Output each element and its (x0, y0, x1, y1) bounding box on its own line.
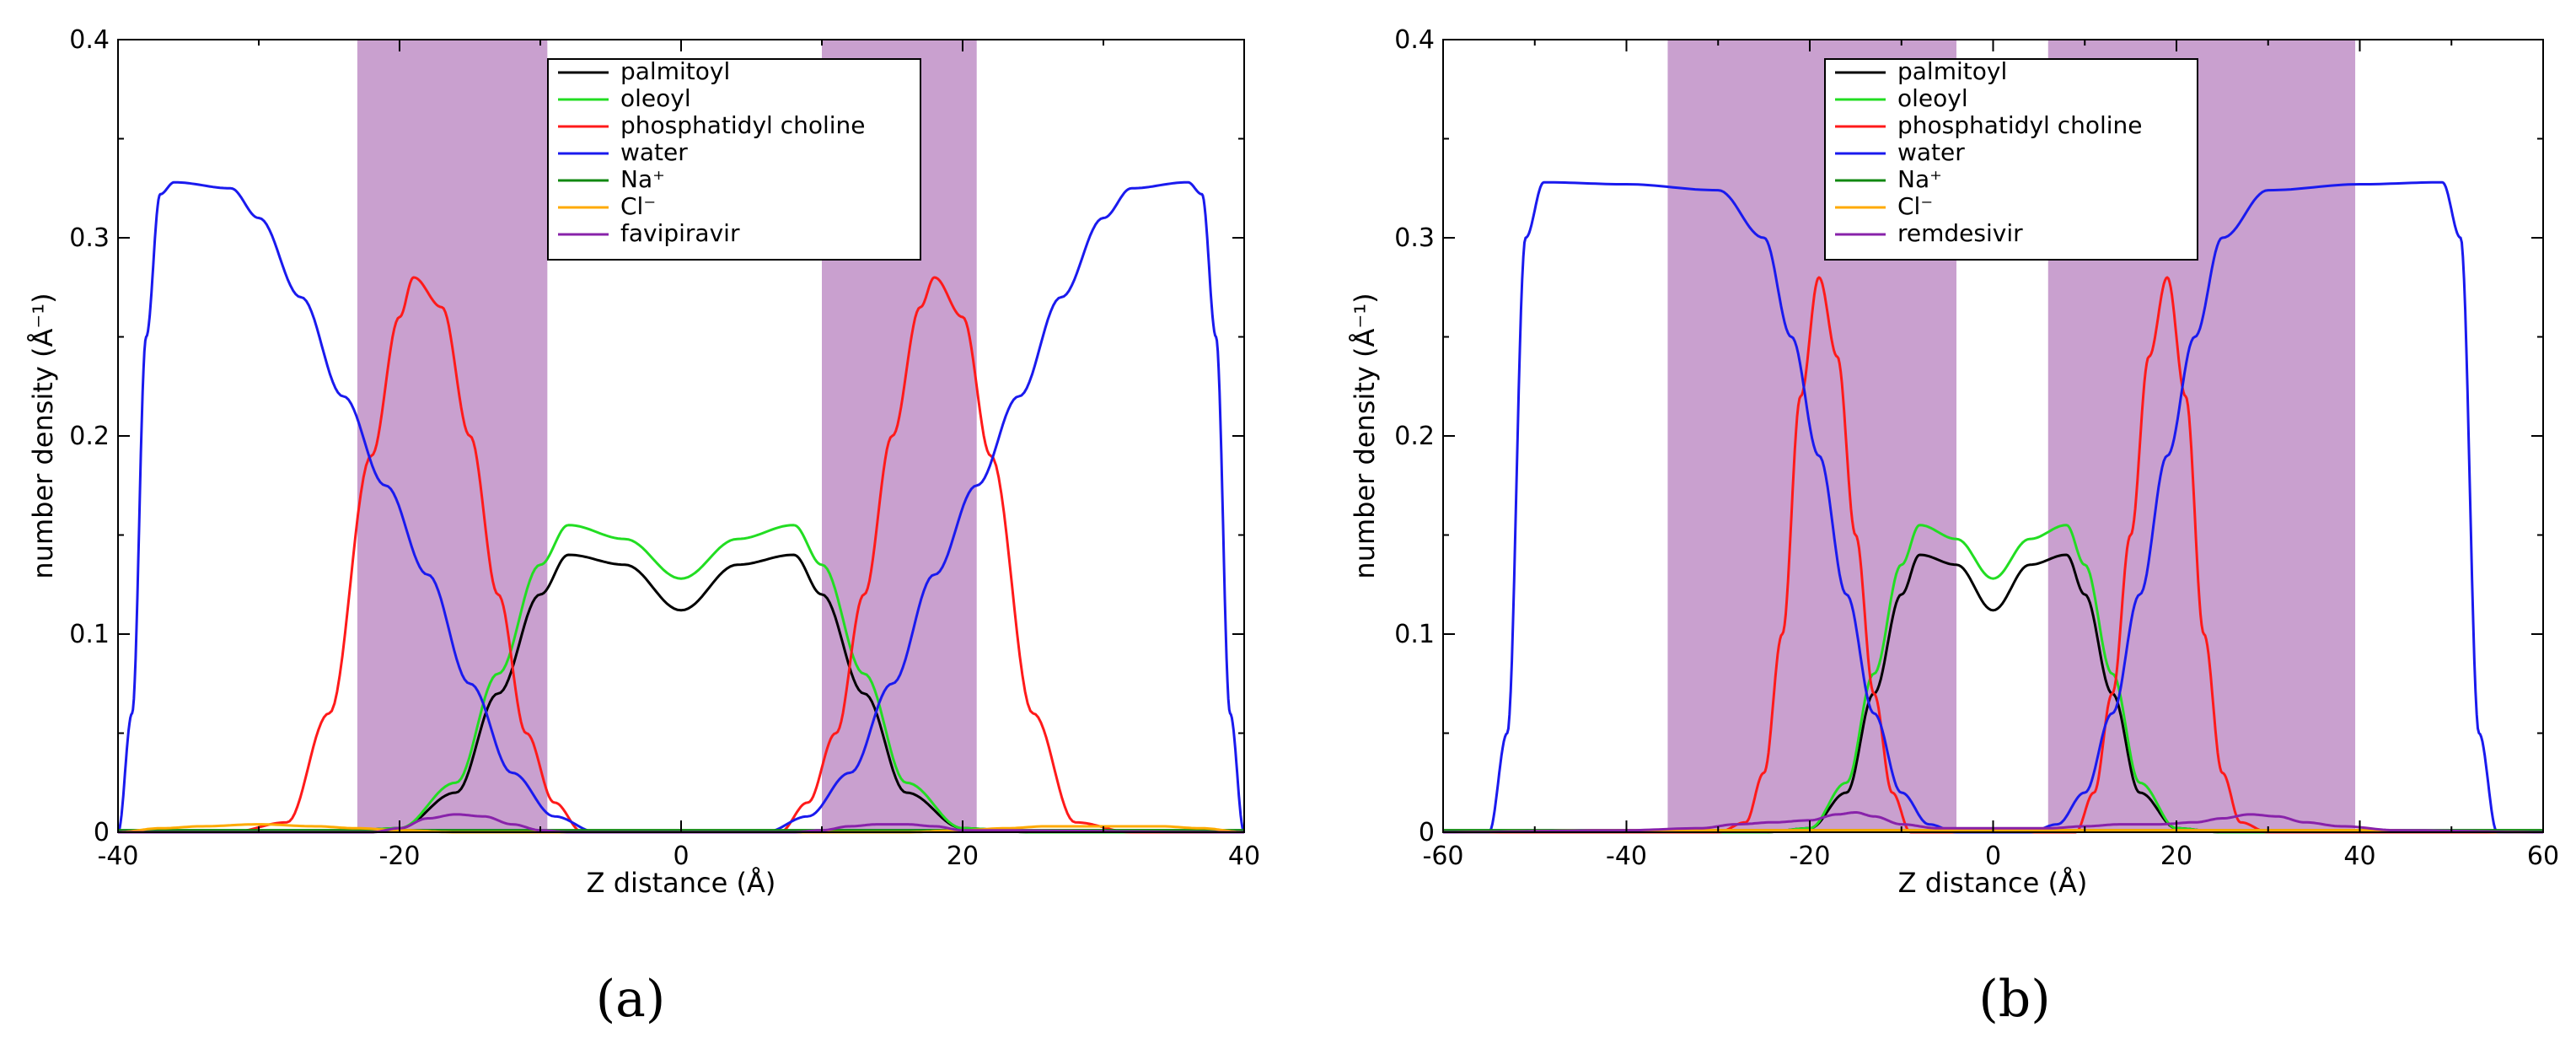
series-lines (116, 180, 1246, 834)
series-line-water (116, 180, 1246, 834)
x-tick-label: 0 (673, 842, 689, 871)
y-tick-label: 0 (94, 818, 110, 847)
y-tick-label: 0.4 (1394, 25, 1435, 55)
y-tick-label: 0.3 (69, 223, 110, 253)
legend-label-palmitoyl: palmitoyl (1897, 57, 2007, 85)
legend-label-na: Na⁺ (1897, 165, 1942, 193)
series-line-phosphatidyl-choline (1443, 276, 2543, 834)
legend-box (547, 58, 921, 261)
x-tick-label: 40 (1228, 842, 1260, 871)
series-line-water (1443, 180, 2543, 834)
legend-label-remdesivir: remdesivir (1897, 219, 2023, 247)
chart-panel-b: -60 -40 -20 0 20 40 60 0 0.1 0.2 0.3 0.4 palmitoylo… (1349, 25, 2559, 1029)
legend-label-water: water (620, 138, 688, 166)
legend-box (1824, 58, 2198, 261)
y-tick-label: 0.2 (1394, 422, 1435, 451)
x-axis-label: Z distance (Å) (1898, 867, 2088, 899)
y-tick-label: 0.1 (69, 620, 110, 649)
x-tick-label: -20 (379, 842, 421, 871)
panel-label-b: (b) (1978, 970, 2050, 1029)
legend-label-cl: Cl⁻ (620, 192, 656, 220)
y-tick-label: 0.3 (1394, 223, 1435, 253)
legend-label-water: water (1897, 138, 1965, 166)
x-tick-label: -60 (1423, 842, 1464, 871)
x-tick-label: 0 (1985, 842, 2001, 871)
x-axis-label: Z distance (Å) (587, 867, 776, 899)
series-line-oleoyl (1443, 524, 2543, 834)
x-tick-label: 60 (2527, 842, 2559, 871)
panel-label-a: (a) (596, 970, 666, 1029)
x-tick-label: 20 (2160, 842, 2192, 871)
legend-label-phosphatidyl-choline: phosphatidyl choline (620, 111, 866, 139)
series-line-palmitoyl (1443, 553, 2543, 834)
series-line-oleoyl (118, 524, 1244, 834)
chart-panel-a: -40 -20 0 20 40 0 0.1 0.2 0.3 0.4 palmitoyloleoyl… (27, 25, 1260, 1029)
y-tick-label: 0 (1419, 818, 1435, 847)
series-line-remdesivir (1443, 811, 2543, 834)
legend-label-cl: Cl⁻ (1897, 192, 1933, 220)
y-tick-label: 0.2 (69, 422, 110, 451)
x-tick-label: -40 (98, 842, 139, 871)
series-line-palmitoyl (118, 553, 1244, 834)
axis-ticks: -40 -20 0 20 40 0 0.1 0.2 0.3 0.4 (69, 25, 1260, 871)
legend-label-na: Na⁺ (620, 165, 665, 193)
legend-label-oleoyl: oleoyl (620, 84, 691, 112)
x-tick-label: -40 (1606, 842, 1647, 871)
y-tick-label: 0.4 (69, 25, 110, 55)
axis-ticks: -60 -40 -20 0 20 40 60 0 0.1 0.2 0.3 0.4 (1394, 25, 2559, 871)
y-tick-label: 0.1 (1394, 620, 1435, 649)
x-tick-label: -20 (1790, 842, 1831, 871)
y-axis-label: number density (Å⁻¹) (27, 293, 59, 578)
legend-label-oleoyl: oleoyl (1897, 84, 1968, 112)
y-axis-label: number density (Å⁻¹) (1349, 293, 1381, 578)
x-tick-label: 40 (2343, 842, 2375, 871)
shaded-region-1 (357, 40, 548, 832)
series-line-phosphatidyl-choline (118, 276, 1244, 834)
legend-label-favipiravir: favipiravir (620, 219, 740, 247)
legend-label-phosphatidyl-choline: phosphatidyl choline (1897, 111, 2143, 139)
legend-label-palmitoyl: palmitoyl (620, 57, 730, 85)
x-tick-label: 20 (947, 842, 979, 871)
series-lines (1443, 180, 2543, 834)
